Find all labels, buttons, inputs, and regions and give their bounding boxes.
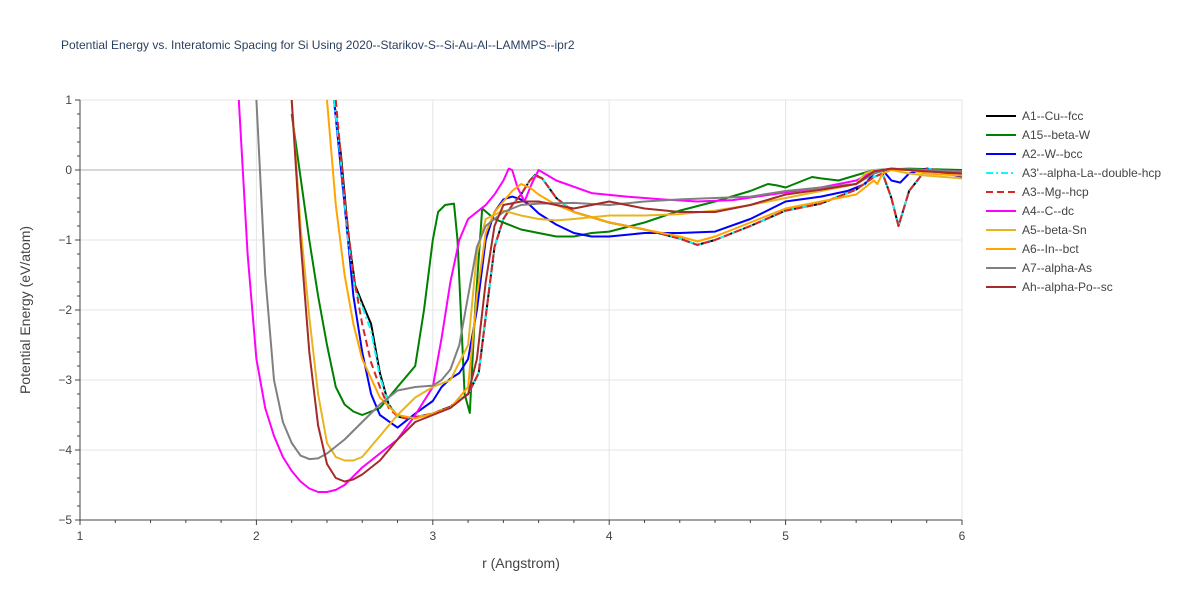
- legend-item[interactable]: A4--C--dc: [985, 201, 1161, 220]
- x-tick-label: 1: [77, 529, 84, 543]
- legend-swatch: [986, 171, 1016, 174]
- legend-label: A5--beta-Sn: [1022, 222, 1087, 237]
- legend-swatch: [986, 266, 1016, 269]
- legend-label: A7--alpha-As: [1022, 260, 1093, 275]
- legend-swatch: [986, 247, 1016, 250]
- y-tick-label: 0: [65, 163, 72, 177]
- grid-lines: [80, 99, 963, 520]
- legend-label: A2--W--bcc: [1022, 146, 1083, 161]
- legend-label: A3--Mg--hcp: [1022, 184, 1089, 199]
- legend-swatch: [986, 285, 1016, 288]
- legend-swatch: [986, 209, 1016, 212]
- legend-item[interactable]: Ah--alpha-Po--sc: [985, 277, 1161, 296]
- legend-item[interactable]: A6--In--bct: [985, 239, 1161, 258]
- y-tick-label: 1: [65, 93, 72, 107]
- legend-label: A4--C--dc: [1022, 203, 1075, 218]
- legend-swatch: [986, 228, 1016, 231]
- x-tick-label: 5: [782, 529, 789, 543]
- legend-swatch: [986, 190, 1016, 193]
- legend: A1--Cu--fcc A15--beta-W A2--W--bcc A3'--alp…: [985, 106, 1161, 296]
- series-line-ah-alpha-po-sc: [290, 100, 962, 483]
- series-line-a3-mg-hcp: [334, 100, 962, 420]
- legend-item[interactable]: A7--alpha-As: [985, 258, 1161, 277]
- y-tick-label: −5: [58, 513, 72, 527]
- series-line-a2-w-bcc: [333, 100, 962, 429]
- series-line-a15-beta-w: [290, 113, 962, 416]
- series-line-a7-alpha-as: [255, 100, 962, 461]
- legend-label: Ah--alpha-Po--sc: [1022, 279, 1113, 294]
- x-tick-label: 6: [959, 529, 966, 543]
- y-tick-label: −1: [58, 233, 72, 247]
- series-line-a5-beta-sn: [290, 100, 962, 462]
- legend-item[interactable]: A15--beta-W: [985, 125, 1161, 144]
- series-lines: [237, 100, 962, 493]
- y-tick-label: −3: [58, 373, 72, 387]
- x-tick-label: 4: [606, 529, 613, 543]
- legend-item[interactable]: A3--Mg--hcp: [985, 182, 1161, 201]
- legend-item[interactable]: A1--Cu--fcc: [985, 106, 1161, 125]
- axes: [75, 99, 963, 525]
- legend-label: A3'--alpha-La--double-hcp: [1022, 165, 1162, 180]
- x-tick-label: 3: [429, 529, 436, 543]
- series-line-a1-cu-fcc: [333, 100, 962, 420]
- x-tick-label: 2: [253, 529, 260, 543]
- legend-item[interactable]: A2--W--bcc: [985, 144, 1161, 163]
- legend-label: A1--Cu--fcc: [1022, 108, 1084, 123]
- series-line-a4-c-dc: [237, 100, 962, 493]
- legend-swatch: [986, 114, 1016, 117]
- tick-labels: 1 2 3 4 5 6 1 0 −1 −2 −3 −4 −5: [58, 93, 965, 543]
- legend-label: A15--beta-W: [1022, 127, 1091, 142]
- y-tick-label: −2: [58, 303, 72, 317]
- chart-title: Potential Energy vs. Interatomic Spacing…: [61, 38, 575, 52]
- legend-swatch: [986, 152, 1016, 155]
- series-line-a3-alpha-la-double-hcp: [333, 100, 962, 420]
- legend-label: A6--In--bct: [1022, 241, 1079, 256]
- x-axis-title: r (Angstrom): [482, 555, 560, 571]
- series-line-a6-in-bct: [326, 100, 962, 420]
- legend-item[interactable]: A3'--alpha-La--double-hcp: [985, 163, 1161, 182]
- legend-swatch: [986, 133, 1016, 136]
- y-axis-title: Potential Energy (eV/atom): [17, 226, 33, 394]
- legend-item[interactable]: A5--beta-Sn: [985, 220, 1161, 239]
- y-tick-label: −4: [58, 443, 72, 457]
